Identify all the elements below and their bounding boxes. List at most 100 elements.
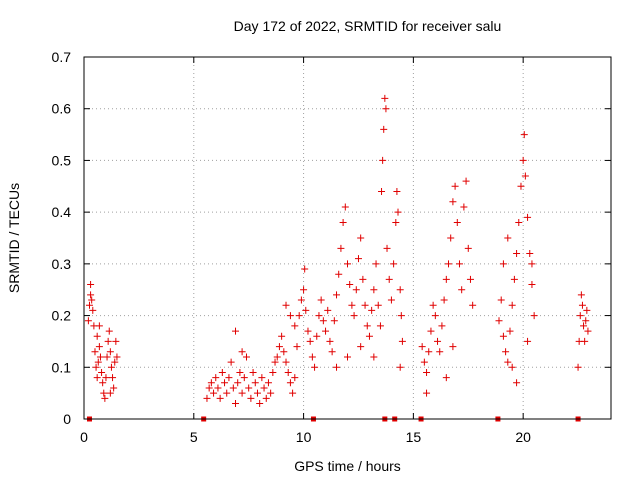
data-point	[524, 337, 532, 345]
data-point	[212, 374, 220, 382]
data-point	[344, 260, 351, 268]
data-point	[387, 296, 395, 304]
data-point	[464, 244, 472, 252]
data-point	[368, 306, 376, 314]
data-point	[94, 358, 102, 366]
data-point	[440, 296, 448, 304]
y-tick-label: 0.1	[52, 359, 72, 375]
data-point	[374, 301, 382, 309]
data-point	[431, 312, 439, 320]
data-point	[297, 296, 305, 304]
data-point	[301, 265, 309, 273]
data-point	[526, 250, 534, 258]
data-point	[469, 301, 477, 309]
data-point	[455, 260, 463, 268]
data-point	[227, 358, 235, 366]
data-point	[580, 322, 588, 330]
data-point	[390, 260, 398, 268]
data-point	[87, 291, 95, 299]
data-point	[365, 332, 373, 340]
data-point	[508, 363, 516, 371]
y-tick-label: 0.7	[52, 49, 72, 65]
data-point	[447, 234, 455, 242]
data-point	[324, 306, 332, 314]
data-point	[393, 187, 401, 195]
x-tick-label: 5	[190, 429, 198, 445]
data-point	[101, 394, 109, 402]
data-point	[238, 389, 246, 397]
plot-frame	[83, 56, 612, 420]
data-point	[245, 384, 253, 392]
data-points	[84, 94, 592, 407]
data-point	[203, 394, 211, 402]
data-point	[311, 363, 319, 371]
data-point	[445, 260, 453, 268]
data-point	[423, 389, 431, 397]
data-point	[291, 322, 299, 330]
data-point	[383, 244, 391, 252]
data-point	[363, 322, 371, 330]
data-point	[93, 332, 101, 340]
data-point	[359, 275, 367, 283]
data-point	[418, 343, 426, 351]
data-point	[328, 348, 336, 356]
data-point	[392, 218, 400, 226]
data-point	[427, 327, 435, 335]
data-point	[397, 312, 405, 320]
data-point	[218, 368, 226, 376]
data-point	[348, 301, 356, 309]
x-axis-label: GPS time / hours	[294, 458, 401, 474]
data-point	[394, 208, 402, 216]
data-point	[289, 389, 297, 397]
data-point	[438, 322, 446, 330]
data-point	[385, 275, 393, 283]
data-point	[513, 250, 521, 258]
data-point	[382, 105, 390, 113]
data-point	[499, 260, 507, 268]
data-point	[466, 275, 474, 283]
data-point	[214, 384, 222, 392]
data-point	[341, 203, 349, 211]
data-point	[95, 322, 103, 330]
data-point	[344, 353, 351, 361]
data-point	[333, 363, 341, 371]
data-point	[105, 327, 113, 335]
data-point	[275, 343, 283, 351]
data-point	[92, 363, 100, 371]
data-point	[517, 182, 525, 190]
data-point	[530, 312, 538, 320]
data-point	[260, 384, 268, 392]
data-point	[269, 368, 277, 376]
data-point	[253, 389, 261, 397]
data-point	[574, 363, 582, 371]
data-point	[379, 156, 387, 164]
data-point	[326, 337, 334, 345]
data-point	[232, 327, 240, 335]
y-axis-label: SRMTID / TECUs	[6, 183, 22, 293]
data-point	[308, 353, 316, 361]
data-point	[339, 218, 347, 226]
data-point	[495, 317, 503, 325]
data-point	[396, 286, 404, 294]
data-point	[306, 337, 314, 345]
data-point	[317, 296, 325, 304]
data-point	[504, 358, 512, 366]
data-point	[429, 301, 437, 309]
y-tick-label: 0.3	[52, 256, 72, 272]
data-point	[221, 379, 229, 387]
data-point	[449, 343, 457, 351]
data-point	[291, 374, 299, 382]
data-point	[315, 312, 323, 320]
data-point	[508, 301, 516, 309]
grid-lines	[84, 57, 611, 419]
data-point	[436, 348, 444, 356]
data-point	[506, 327, 514, 335]
data-point	[111, 358, 119, 366]
data-point	[216, 394, 224, 402]
data-point	[420, 358, 428, 366]
y-tick-label: 0.2	[52, 308, 72, 324]
data-point	[104, 337, 112, 345]
chart-title: Day 172 of 2022, SRMTID for receiver sal…	[234, 18, 502, 34]
data-point	[521, 172, 529, 180]
